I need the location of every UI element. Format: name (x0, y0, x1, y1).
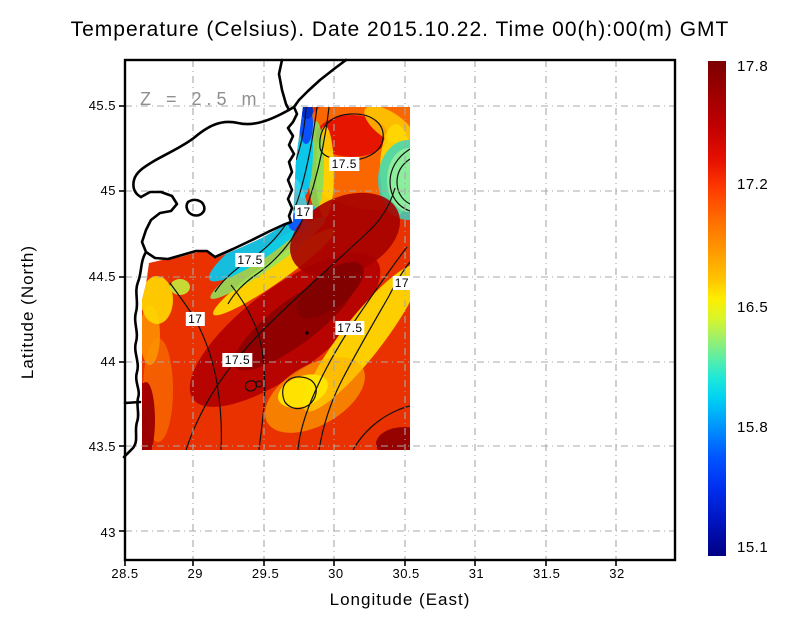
contour-label: 17 (294, 204, 313, 219)
colorbar-tick-label: 17.2 (737, 176, 769, 194)
contour-label: 17.5 (222, 353, 253, 368)
colorbar-tick-label: 15.1 (737, 539, 769, 557)
temperature-field (142, 107, 410, 450)
island-dot (305, 331, 309, 335)
coastline (122, 58, 348, 459)
plot-border (123, 58, 677, 562)
axis-ticks (119, 105, 617, 566)
x-tick-label: 30.5 (392, 566, 420, 581)
contour-label: 17.5 (329, 157, 359, 171)
plot-title: Temperature (Celsius). Date 2015.10.22. … (70, 18, 730, 41)
x-tick-label: 31.5 (533, 566, 561, 581)
contour-label: 17 (186, 312, 205, 327)
x-tick-label: 28.5 (111, 566, 139, 581)
x-tick-label: 32 (609, 566, 625, 581)
contour-label: 17 (392, 276, 412, 291)
colorbar-tick-label: 17.8 (737, 57, 769, 75)
colorbar-tick-label: 15.8 (737, 418, 769, 436)
xaxis-label: Longitude (East) (329, 590, 471, 609)
x-tick-label: 29.5 (251, 566, 280, 581)
y-tick-label: 44 (100, 353, 116, 369)
y-tick-label: 43.5 (88, 439, 116, 455)
contour-label: 17.5 (335, 320, 365, 335)
yaxis-label: Latitude (North) (18, 244, 37, 380)
x-tick-label: 30 (328, 566, 344, 581)
colorbar (708, 61, 726, 556)
y-tick-label: 45 (100, 183, 116, 199)
grid-lines (125, 60, 675, 560)
depth-annotation: Z = 2.5 m (140, 89, 262, 109)
y-tick-label: 45.5 (88, 98, 116, 113)
contour-label: 17.5 (235, 252, 265, 267)
x-tick-label: 31 (468, 566, 485, 581)
colorbar-tick-label: 16.5 (737, 299, 769, 316)
x-tick-label: 29 (187, 566, 204, 581)
y-tick-label: 44.5 (88, 268, 116, 284)
y-tick-label: 43 (100, 524, 116, 540)
